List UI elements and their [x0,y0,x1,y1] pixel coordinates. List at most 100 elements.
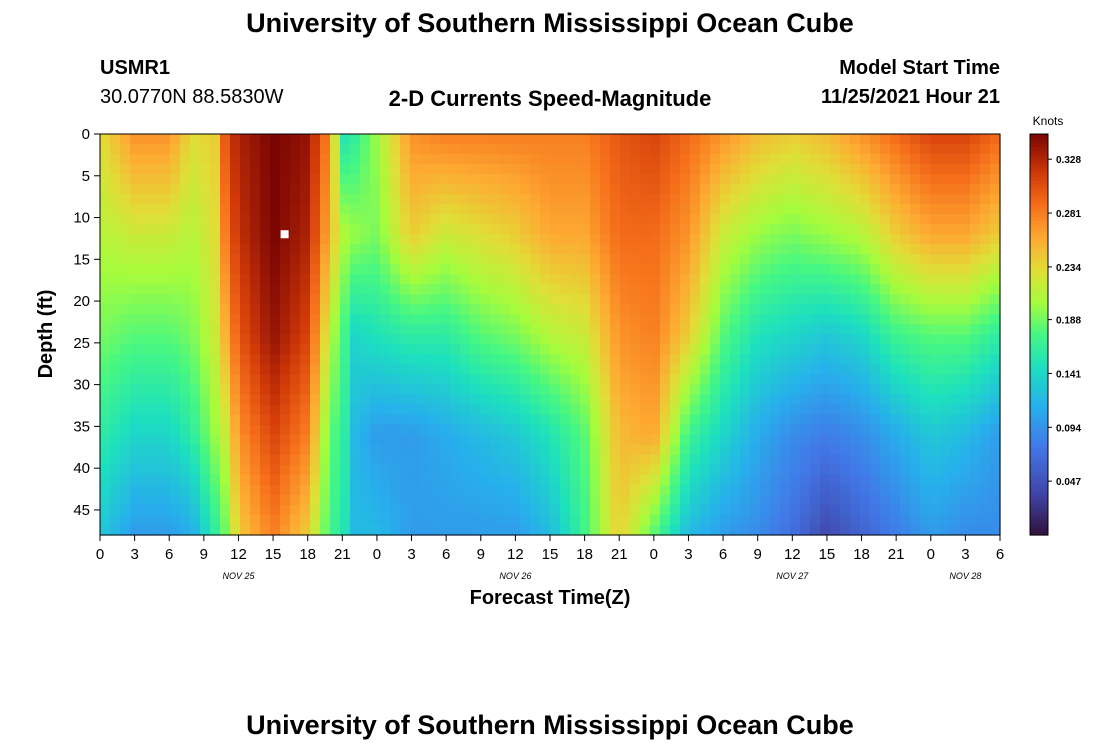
heatmap-cell [710,464,721,476]
heatmap-cell [210,184,221,195]
heatmap-cell [730,394,741,406]
heatmap-cell [130,434,141,446]
heatmap-cell [230,364,241,376]
heatmap-cell [450,214,461,225]
heatmap-cell [160,144,171,155]
heatmap-cell [180,514,191,526]
heatmap-cell [650,474,661,486]
heatmap-cell [120,224,131,235]
heatmap-cell [280,244,291,255]
heatmap-cell [380,154,391,165]
heatmap-cell [670,294,681,306]
heatmap-cell [190,234,201,245]
heatmap-cell [100,224,111,235]
heatmap-cell [790,404,801,416]
heatmap-cell [640,304,651,316]
heatmap-cell [530,424,541,436]
heatmap-cell [960,154,971,165]
heatmap-cell [730,524,741,536]
heatmap-cell [140,254,151,265]
heatmap-cell [280,234,291,245]
heatmap-cell [480,454,491,466]
heatmap-cell [530,204,541,215]
heatmap-cell [740,304,751,316]
heatmap-cell [840,134,851,145]
heatmap-cell [810,384,821,396]
heatmap-cell [700,384,711,396]
heatmap-cell [330,394,341,406]
heatmap-cell [870,524,881,536]
heatmap-cell [820,364,831,376]
heatmap-cell [250,264,261,275]
heatmap-cell [870,134,881,145]
heatmap-cell [120,274,131,285]
heatmap-cell [140,434,151,446]
heatmap-cell [550,354,561,366]
heatmap-cell [320,394,331,406]
heatmap-cell [520,434,531,446]
heatmap-cell [100,214,111,225]
heatmap-cell [480,264,491,275]
heatmap-cell [230,304,241,316]
heatmap-cell [340,174,351,185]
heatmap-cell [590,324,601,336]
heatmap-cell [910,394,921,406]
heatmap-cell [520,424,531,436]
heatmap-cell [460,354,471,366]
heatmap-cell [550,174,561,185]
heatmap-cell [870,194,881,205]
heatmap-cell [580,464,591,476]
heatmap-cell [930,244,941,255]
heatmap-cell [990,394,1001,406]
heatmap-cell [940,204,951,215]
heatmap-cell [810,334,821,346]
heatmap-cell [220,204,231,215]
heatmap-cell [360,254,371,265]
heatmap-cell [410,314,421,326]
heatmap-cell [980,504,991,516]
heatmap-cell [600,384,611,396]
heatmap-cell [920,344,931,356]
heatmap-cell [130,454,141,466]
heatmap-cell [100,444,111,456]
heatmap-cell [170,264,181,275]
heatmap-cell [550,214,561,225]
heatmap-cell [270,434,281,446]
heatmap-cell [110,374,121,386]
heatmap-cell [720,184,731,195]
heatmap-cell [250,214,261,225]
heatmap-cell [780,194,791,205]
heatmap-cell [680,384,691,396]
heatmap-cell [310,174,321,185]
heatmap-cell [140,304,151,316]
heatmap-cell [860,494,871,506]
heatmap-cell [830,434,841,446]
heatmap-cell [850,514,861,526]
colorbar-swatch [1030,134,1048,138]
heatmap-cell [190,494,201,506]
heatmap-cell [880,514,891,526]
heatmap-cell [560,434,571,446]
heatmap-cell [480,254,491,265]
heatmap-cell [680,404,691,416]
heatmap-cell [320,414,331,426]
heatmap-cell [650,224,661,235]
heatmap-cell [410,524,421,536]
heatmap-cell [150,354,161,366]
heatmap-cell [570,334,581,346]
heatmap-cell [860,514,871,526]
heatmap-cell [520,454,531,466]
heatmap-cell [850,234,861,245]
heatmap-cell [880,234,891,245]
heatmap-cell [260,444,271,456]
heatmap-cell [310,464,321,476]
heatmap-cell [240,274,251,285]
heatmap-cell [650,304,661,316]
heatmap-cell [790,434,801,446]
heatmap-cell [160,314,171,326]
heatmap-cell [600,434,611,446]
colorbar-swatch [1030,491,1048,496]
heatmap-cell [300,404,311,416]
heatmap-cell [580,164,591,175]
heatmap-cell [100,424,111,436]
